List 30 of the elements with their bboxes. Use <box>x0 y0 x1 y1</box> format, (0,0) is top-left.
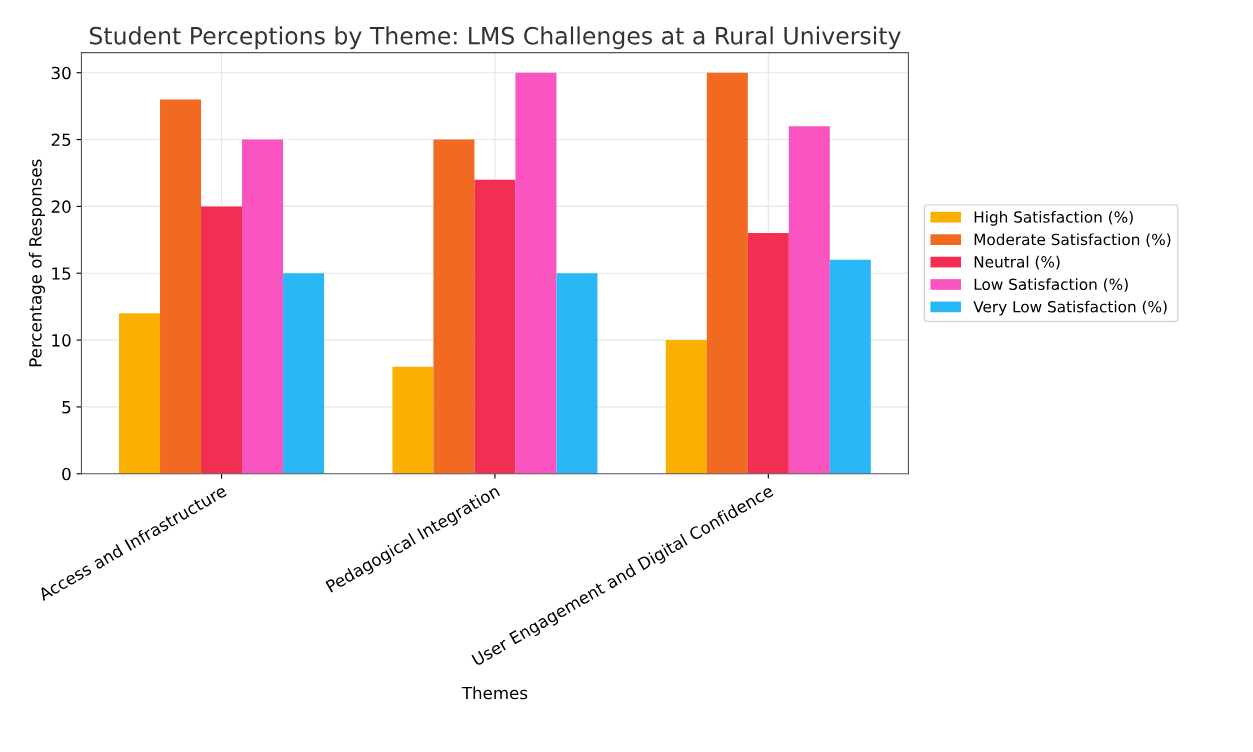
bar <box>119 313 161 474</box>
bar <box>515 72 557 474</box>
bar <box>283 273 325 474</box>
legend-label: Very Low Satisfaction (%) <box>973 300 1167 316</box>
x-axis-title: Themes <box>461 686 528 700</box>
bar <box>160 99 202 474</box>
chart-title: Student Perceptions by Theme: LMS Challenges at a Rural University <box>89 26 901 50</box>
y-tick-label: 10 <box>52 334 71 347</box>
bar <box>474 179 516 474</box>
legend-label: Moderate Satisfaction (%) <box>974 233 1171 248</box>
bar <box>242 139 284 474</box>
legend-label: Low Satisfaction (%) <box>974 278 1128 292</box>
y-tick-label: 0 <box>62 467 71 481</box>
y-tick-label: 25 <box>51 133 71 147</box>
y-tick-label: 30 <box>51 66 71 80</box>
legend-label: High Satisfaction (%) <box>974 210 1133 226</box>
legend-label: Neutral (%) <box>974 255 1060 270</box>
y-tick-label: 15 <box>52 267 71 280</box>
y-tick-label: 20 <box>51 200 71 213</box>
bar <box>706 72 748 474</box>
y-axis-title: Percentage of Responses <box>28 159 45 367</box>
bar <box>665 340 707 474</box>
bar <box>829 259 871 474</box>
bar <box>201 206 243 474</box>
bar <box>788 126 830 474</box>
y-tick-label: 5 <box>62 401 71 414</box>
bar <box>747 233 789 474</box>
bar <box>556 273 598 474</box>
bar <box>392 366 434 474</box>
bar <box>433 139 475 474</box>
